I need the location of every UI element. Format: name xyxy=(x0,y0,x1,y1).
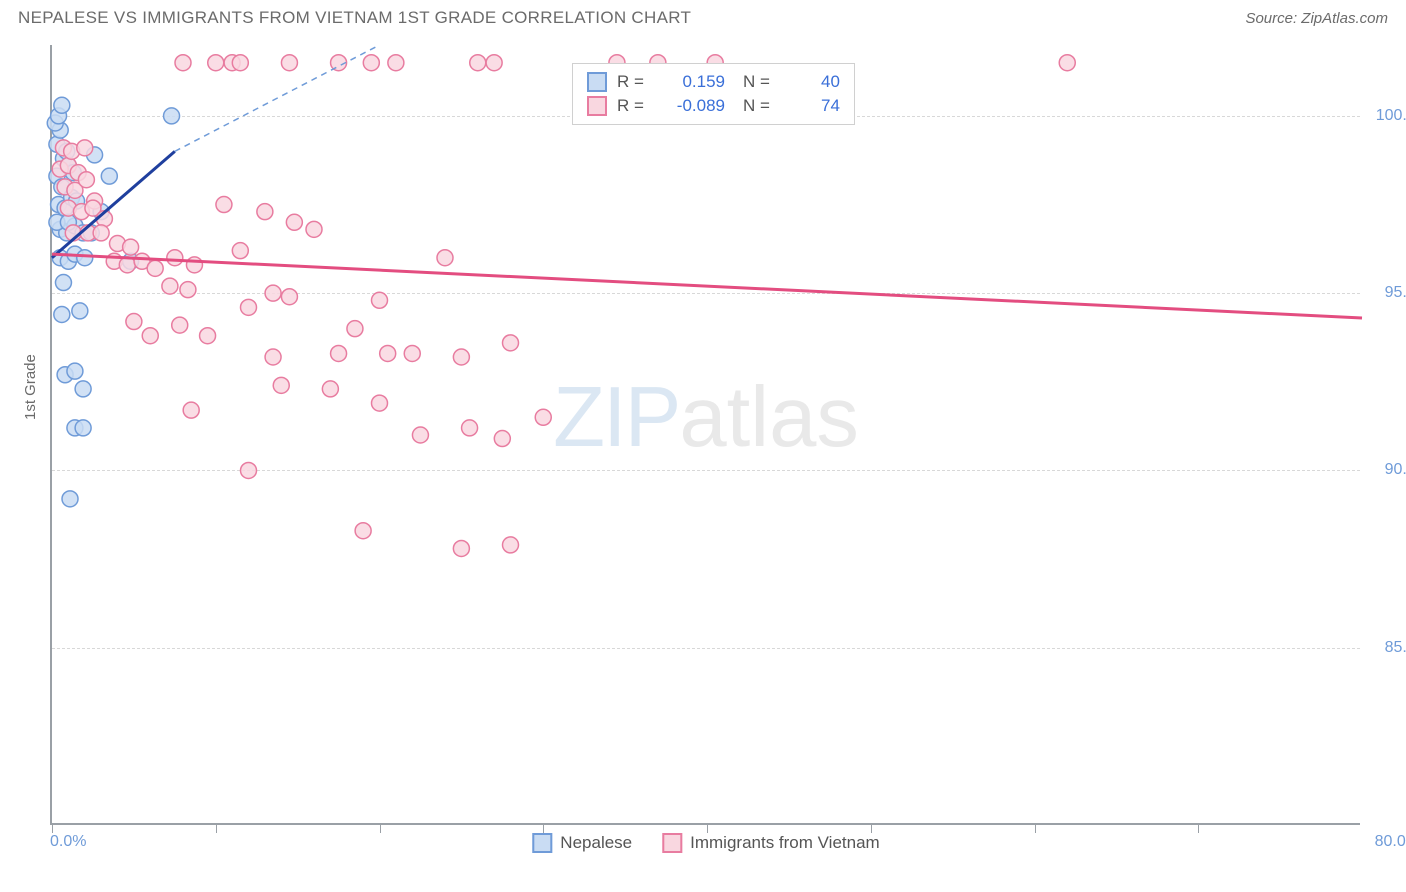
source-label: Source: ZipAtlas.com xyxy=(1245,10,1388,27)
r-label: R = xyxy=(617,72,655,92)
legend-label-vietnam: Immigrants from Vietnam xyxy=(690,833,880,853)
chart-area: ZIPatlas 100.0%95.0%90.0%85.0% 0.0% 80.0… xyxy=(50,45,1360,825)
y-axis-title: 1st Grade xyxy=(22,354,39,420)
legend-row-vietnam: R = -0.089 N = 74 xyxy=(587,94,840,118)
y-tick-label: 95.0% xyxy=(1385,284,1406,302)
scatter-plot xyxy=(52,45,1360,823)
swatch-vietnam xyxy=(662,833,682,853)
x-min-label: 0.0% xyxy=(50,833,86,851)
bottom-legend: Nepalese Immigrants from Vietnam xyxy=(532,833,879,853)
n-value-nepalese: 40 xyxy=(780,72,840,92)
y-tick-label: 100.0% xyxy=(1376,107,1406,125)
r-value-vietnam: -0.089 xyxy=(665,96,725,116)
swatch-nepalese xyxy=(587,72,607,92)
x-max-label: 80.0% xyxy=(1375,833,1406,851)
legend-label-nepalese: Nepalese xyxy=(560,833,632,853)
swatch-nepalese xyxy=(532,833,552,853)
r-label: R = xyxy=(617,96,655,116)
n-label: N = xyxy=(743,96,770,116)
title-bar: NEPALESE VS IMMIGRANTS FROM VIETNAM 1ST … xyxy=(0,0,1406,30)
r-value-nepalese: 0.159 xyxy=(665,72,725,92)
chart-title: NEPALESE VS IMMIGRANTS FROM VIETNAM 1ST … xyxy=(18,8,691,28)
swatch-vietnam xyxy=(587,96,607,116)
y-tick-label: 90.0% xyxy=(1385,461,1406,479)
y-tick-label: 85.0% xyxy=(1385,639,1406,657)
legend-row-nepalese: R = 0.159 N = 40 xyxy=(587,70,840,94)
n-label: N = xyxy=(743,72,770,92)
bottom-legend-vietnam: Immigrants from Vietnam xyxy=(662,833,880,853)
bottom-legend-nepalese: Nepalese xyxy=(532,833,632,853)
n-value-vietnam: 74 xyxy=(780,96,840,116)
correlation-legend: R = 0.159 N = 40 R = -0.089 N = 74 xyxy=(572,63,855,125)
